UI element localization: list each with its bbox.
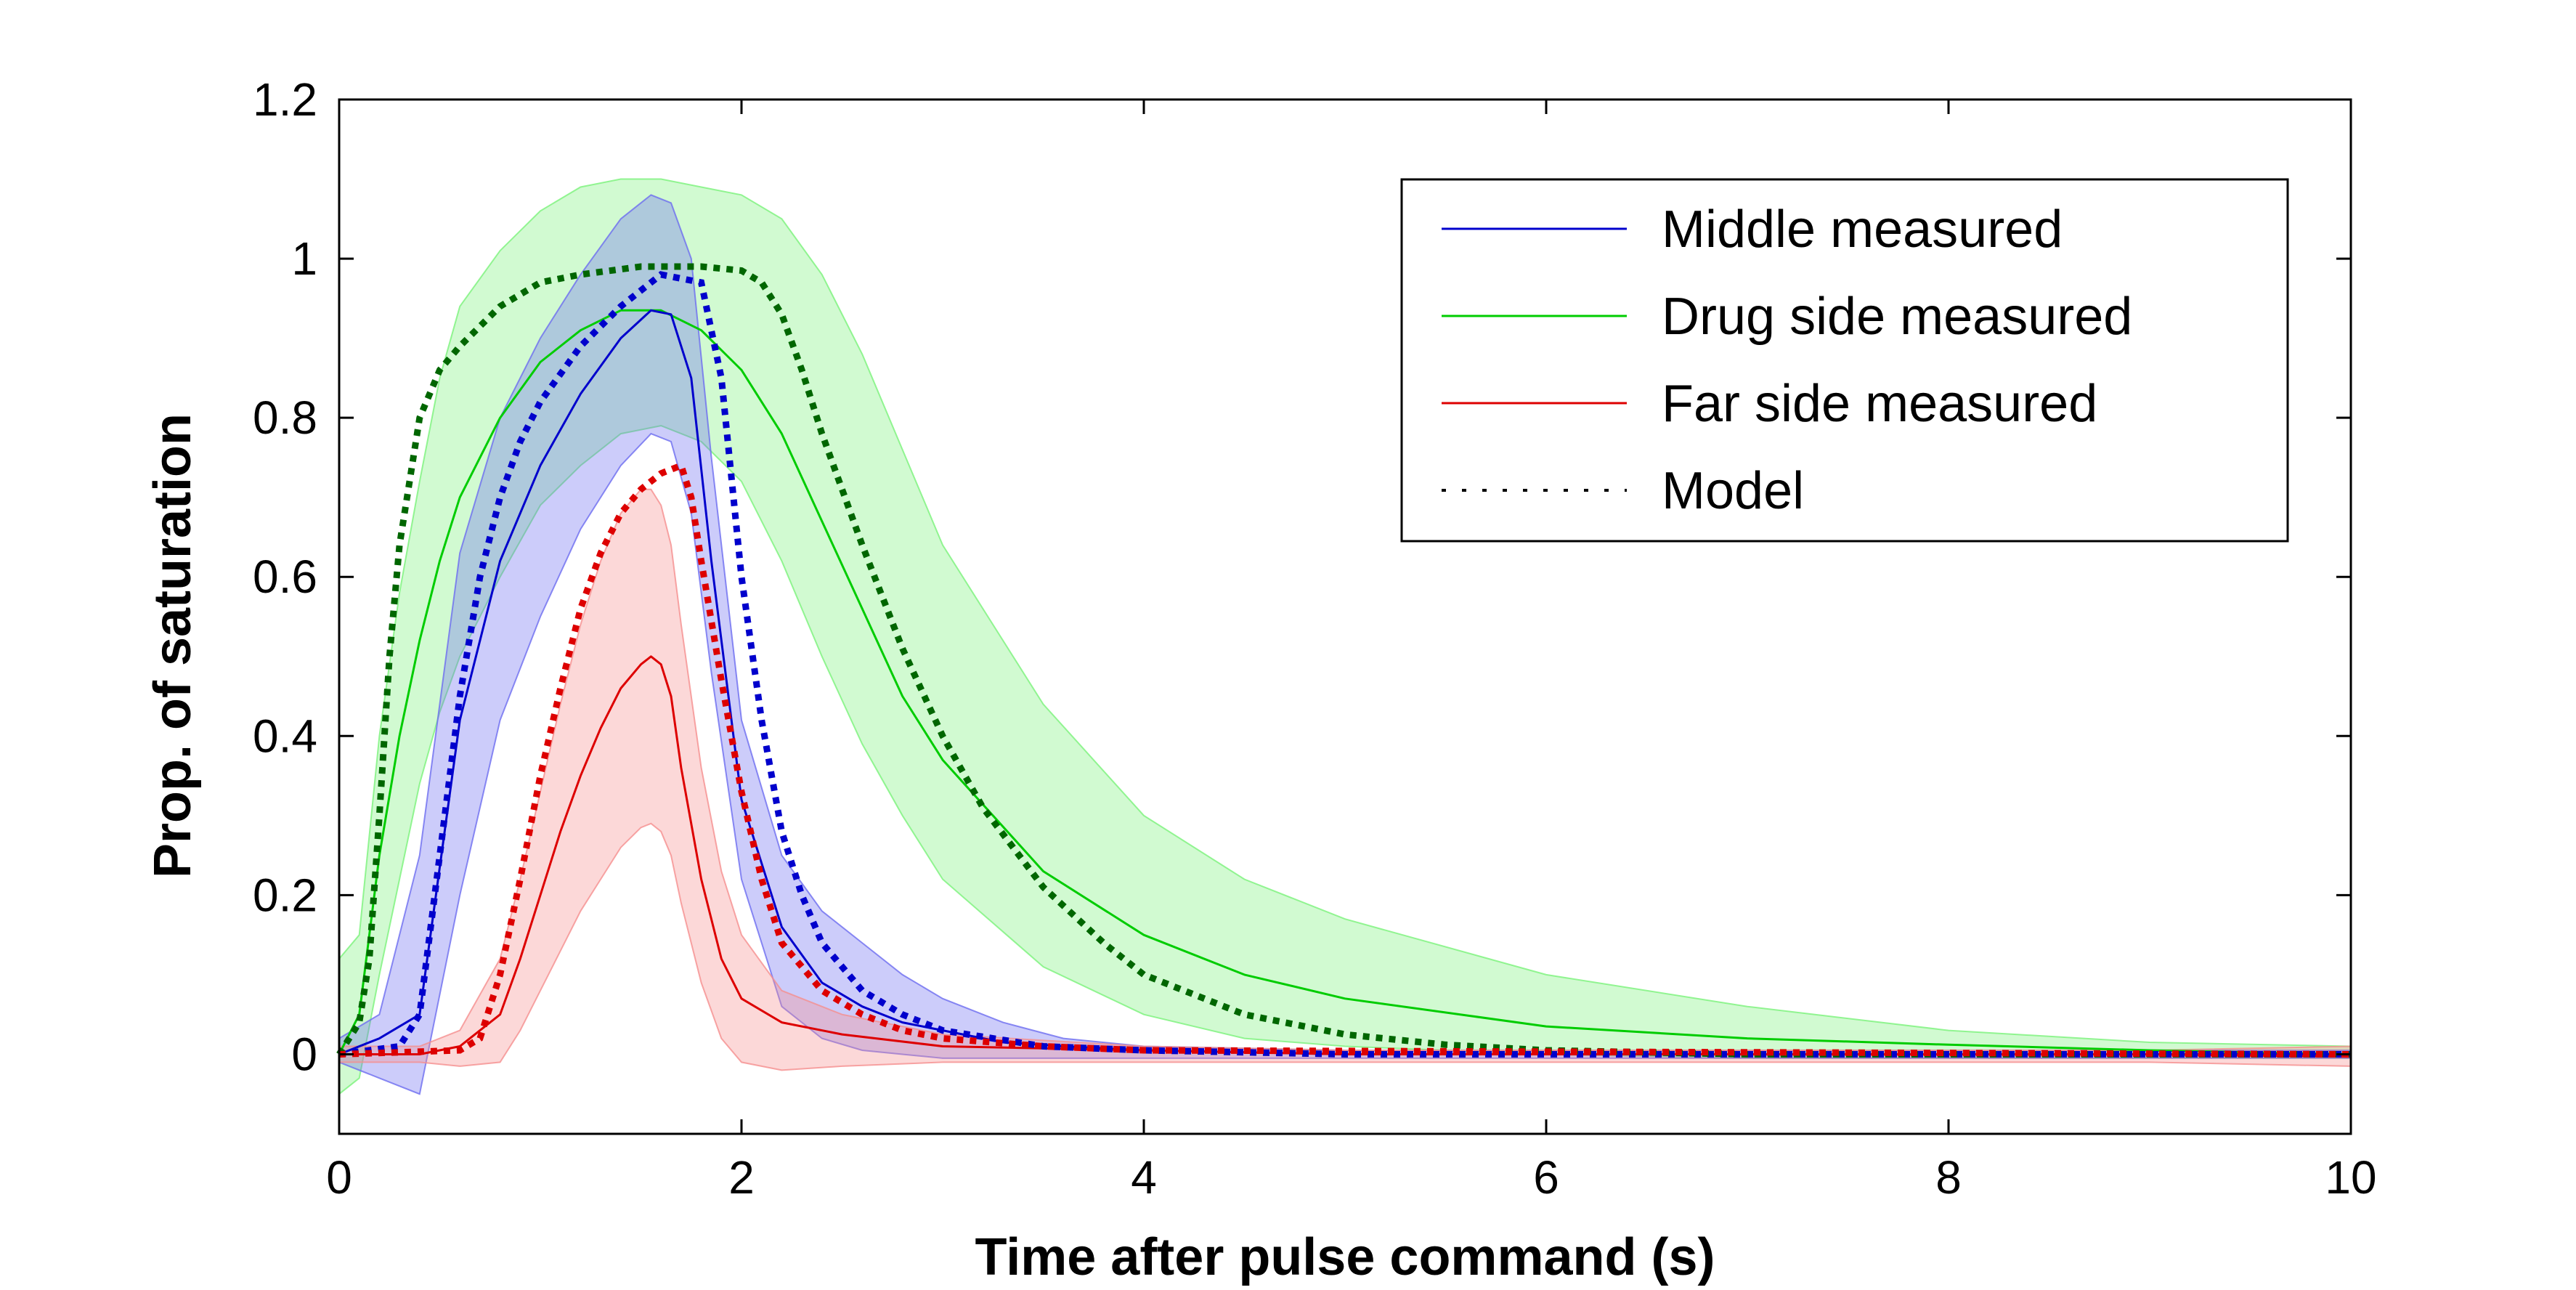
y-tick-label: 1 (291, 232, 317, 285)
x-tick-label: 6 (1533, 1151, 1559, 1204)
axis-ticks (338, 98, 2352, 1134)
y-tick-label: 0.6 (253, 551, 317, 603)
x-tick-label: 10 (2325, 1151, 2376, 1204)
drug-model-line (336, 263, 2351, 1058)
y-axis-label: Prop. of saturation (144, 413, 202, 878)
y-tick-label: 1.2 (253, 73, 317, 126)
y-tick-label: 0.4 (253, 710, 317, 762)
legend-item: Middle measured (1442, 200, 2063, 259)
drug-measured-line (338, 309, 2352, 1055)
legend-item: Far side measured (1442, 375, 2097, 433)
x-tick-label: 8 (1935, 1151, 1962, 1204)
legend-item: Drug side measured (1442, 288, 2132, 346)
legend-label: Middle measured (1662, 200, 2063, 259)
x-axis-label: Time after pulse command (s) (975, 1228, 1715, 1286)
axis-tick-labels: 0 2 4 6 8 10 0 0.2 0.4 0.6 0.8 1 1.2 (253, 73, 2377, 1204)
legend-label: Model (1662, 462, 1804, 520)
y-tick-label: 0 (291, 1028, 317, 1080)
x-tick-label: 0 (326, 1151, 352, 1204)
x-tick-label: 2 (728, 1151, 755, 1204)
legend-item: Model (1442, 462, 1804, 520)
far-model-line (338, 461, 2352, 1058)
legend-label: Far side measured (1662, 375, 2097, 433)
x-tick-label: 4 (1131, 1151, 1157, 1204)
y-tick-label: 0.2 (253, 869, 317, 921)
legend: Middle measured Drug side measured Far sid… (1400, 178, 2289, 543)
legend-box (1400, 178, 2289, 543)
plot-area-frame (338, 98, 2352, 1135)
y-tick-label: 0.8 (253, 392, 317, 444)
model-lines (336, 263, 2352, 1058)
legend-label: Drug side measured (1662, 288, 2132, 346)
